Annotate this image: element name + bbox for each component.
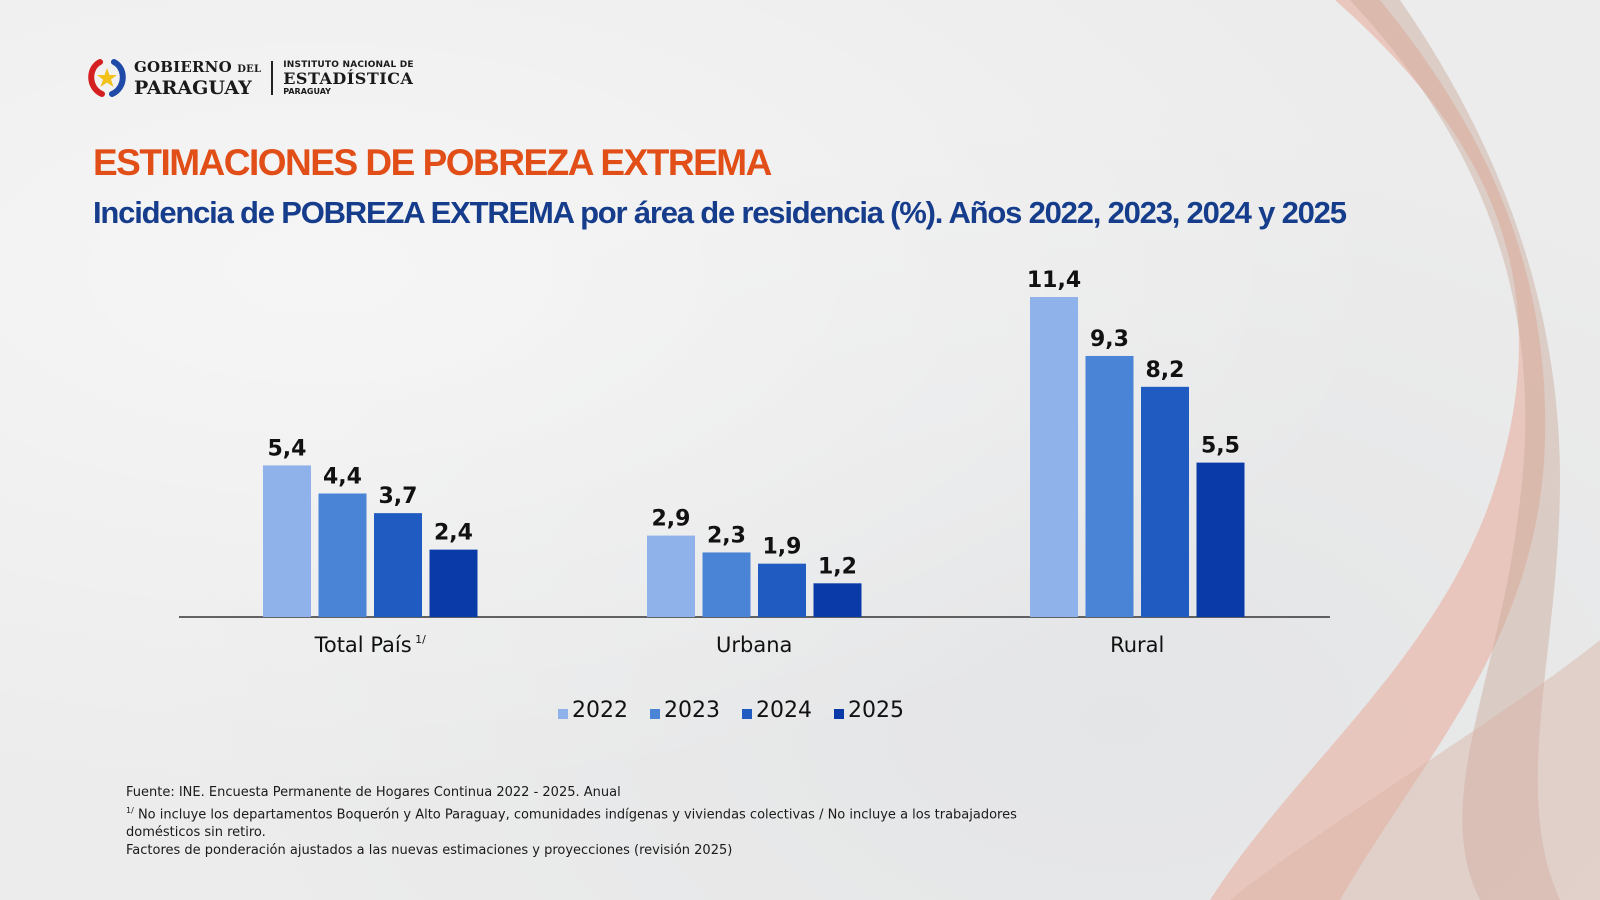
ine-logo-text: INSTITUTO NACIONAL DE ESTADÍSTICA PARAGU… [283, 60, 414, 96]
legend-label: 2024 [756, 698, 812, 723]
source-note: Fuente: INE. Encuesta Permanente de Hoga… [126, 785, 621, 800]
legend-swatch [742, 708, 752, 719]
bar-totalpas-2023 [318, 493, 367, 617]
ine-line3: PARAGUAY [283, 87, 331, 96]
chart-legend: 2022 2023 2024 2025 [558, 698, 904, 723]
bar-totalpas-2022 [263, 465, 311, 617]
legend-swatch [558, 708, 568, 719]
bar-urbana-2025 [813, 583, 862, 617]
legend-item-2023: 2023 [650, 698, 720, 723]
bar-rural-2025 [1196, 462, 1245, 617]
paraguay-emblem-icon [86, 58, 128, 98]
legend-swatch [834, 708, 844, 719]
footnotes: Fuente: INE. Encuesta Permanente de Hoga… [126, 784, 1076, 860]
category-label: Urbana [716, 633, 792, 657]
bar-rural-2022 [1030, 297, 1078, 617]
del-text: DEL [237, 64, 262, 75]
category-label: Total País 1/ [314, 633, 427, 657]
footnote-mark: 1/ [126, 806, 134, 815]
data-label: 2,3 [707, 523, 746, 548]
legend-label: 2025 [848, 698, 904, 723]
data-label: 4,4 [323, 464, 362, 489]
bar-rural-2024 [1141, 386, 1189, 617]
ine-line1: INSTITUTO NACIONAL DE [283, 60, 414, 70]
data-label: 8,2 [1146, 358, 1185, 383]
data-label: 9,3 [1090, 327, 1129, 352]
category-label: Rural [1110, 633, 1164, 657]
data-label: 5,5 [1201, 434, 1240, 459]
bar-rural-2023 [1085, 355, 1134, 617]
gobierno-logo-text: GOBIERNO DEL PARAGUAY [134, 58, 261, 98]
legend-item-2024: 2024 [742, 698, 812, 723]
data-label: 11,4 [1027, 268, 1081, 293]
legend-item-2022: 2022 [558, 698, 628, 723]
page-title: ESTIMACIONES DE POBREZA EXTREMA [93, 142, 772, 183]
bar-totalpas-2025 [429, 549, 478, 617]
legend-label: 2022 [572, 698, 628, 723]
ine-line2: ESTADÍSTICA [283, 69, 414, 88]
data-label: 5,4 [268, 436, 307, 461]
bar-urbana-2024 [758, 563, 806, 617]
chart-subtitle: Incidencia de POBREZA EXTREMA por área d… [93, 195, 1347, 230]
data-label: 1,9 [763, 535, 802, 560]
data-label: 3,7 [379, 484, 418, 509]
paraguay-text: PARAGUAY [134, 77, 252, 99]
legend-item-2025: 2025 [834, 698, 904, 723]
data-label: 2,9 [652, 507, 691, 532]
weights-note: Factores de ponderación ajustados a las … [126, 843, 733, 859]
logo-divider [271, 61, 274, 95]
gobierno-text: GOBIERNO [134, 58, 232, 76]
footnote-1: 1/ No incluye los departamentos Boquerón… [126, 802, 1076, 842]
bar-urbana-2023 [702, 552, 751, 617]
footnote-text: No incluye los departamentos Boquerón y … [126, 807, 1017, 841]
bar-totalpas-2024 [374, 513, 422, 617]
data-label: 2,4 [434, 521, 473, 546]
legend-swatch [650, 708, 660, 719]
data-label: 1,2 [818, 554, 857, 579]
bar-urbana-2022 [647, 535, 695, 617]
legend-label: 2023 [664, 698, 720, 723]
header-logo: GOBIERNO DEL PARAGUAY INSTITUTO NACIONAL… [86, 58, 414, 98]
